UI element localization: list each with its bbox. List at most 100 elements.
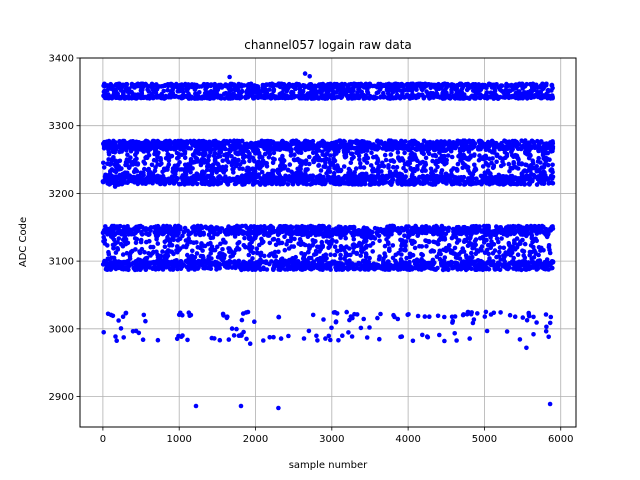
data-point	[125, 152, 130, 157]
data-point	[145, 95, 151, 100]
data-point	[258, 164, 263, 170]
data-point	[332, 244, 338, 249]
data-point	[440, 179, 446, 185]
data-point	[453, 92, 459, 97]
data-point	[494, 159, 499, 165]
data-point	[215, 86, 221, 91]
data-point	[537, 179, 542, 185]
data-point	[389, 140, 394, 145]
data-point	[424, 141, 430, 147]
data-point	[319, 158, 324, 163]
data-point	[208, 89, 214, 95]
data-point	[153, 146, 159, 152]
data-point	[269, 94, 275, 99]
data-point	[407, 147, 413, 153]
data-point	[382, 152, 388, 158]
data-point	[229, 162, 235, 168]
data-point	[499, 236, 504, 241]
data-point	[365, 89, 370, 94]
data-point	[252, 83, 257, 89]
data-point	[530, 158, 535, 163]
data-point	[309, 181, 315, 187]
data-point	[442, 94, 447, 100]
data-point	[246, 179, 252, 185]
data-point	[257, 155, 262, 160]
data-point	[136, 94, 141, 99]
data-point	[468, 94, 474, 100]
data-point	[492, 92, 497, 98]
data-point	[172, 167, 178, 172]
data-point	[387, 93, 393, 99]
data-point	[288, 153, 294, 158]
data-point	[182, 155, 188, 161]
data-point	[310, 144, 315, 149]
data-point	[244, 83, 250, 88]
data-point	[446, 95, 452, 100]
data-point	[154, 179, 160, 185]
data-point	[322, 180, 328, 185]
data-point	[229, 177, 234, 183]
data-point	[519, 138, 524, 143]
data-point	[112, 150, 118, 155]
data-point	[475, 87, 480, 92]
data-point	[493, 174, 498, 180]
data-point	[201, 153, 207, 158]
data-point	[441, 81, 446, 87]
data-point	[469, 139, 475, 144]
data-point	[366, 82, 372, 87]
data-point	[105, 92, 111, 97]
data-point	[323, 95, 328, 100]
data-point	[413, 95, 419, 101]
data-point	[253, 151, 258, 156]
data-point	[447, 83, 452, 88]
data-point	[459, 143, 465, 149]
data-point	[400, 158, 406, 163]
data-point	[420, 87, 425, 93]
data-point	[101, 93, 107, 99]
data-point	[417, 147, 423, 152]
data-point	[338, 168, 343, 174]
data-point	[318, 168, 324, 173]
data-point	[150, 86, 155, 91]
data-point	[204, 179, 209, 184]
data-point	[139, 91, 145, 96]
data-point	[520, 82, 525, 88]
data-point	[459, 86, 465, 92]
data-point	[223, 178, 228, 184]
data-point	[399, 177, 405, 182]
data-point	[455, 161, 461, 167]
data-point	[331, 156, 336, 161]
data-point	[500, 156, 506, 162]
data-point	[199, 171, 205, 177]
data-point	[546, 95, 551, 100]
data-point	[550, 181, 556, 186]
data-point	[316, 163, 322, 168]
data-point	[461, 155, 467, 161]
data-point	[381, 178, 386, 184]
data-point	[320, 149, 325, 155]
data-point	[328, 252, 333, 257]
data-point	[160, 173, 166, 179]
data-point	[426, 151, 432, 156]
data-point	[207, 96, 212, 101]
data-point	[455, 82, 460, 88]
data-point	[230, 95, 235, 101]
data-point	[298, 175, 304, 181]
data-point	[215, 181, 221, 187]
data-point	[111, 155, 116, 160]
data-point	[540, 173, 546, 179]
data-point	[289, 142, 295, 147]
data-point	[250, 146, 255, 151]
data-point	[380, 160, 385, 166]
data-point	[240, 159, 245, 165]
data-point	[531, 172, 537, 178]
data-point	[408, 166, 414, 172]
data-point	[343, 88, 348, 93]
data-point	[369, 145, 375, 151]
data-point	[337, 138, 342, 143]
data-point	[371, 94, 377, 100]
data-point	[363, 254, 369, 260]
data-point	[192, 139, 198, 144]
data-point	[183, 165, 189, 171]
data-point	[129, 96, 134, 101]
